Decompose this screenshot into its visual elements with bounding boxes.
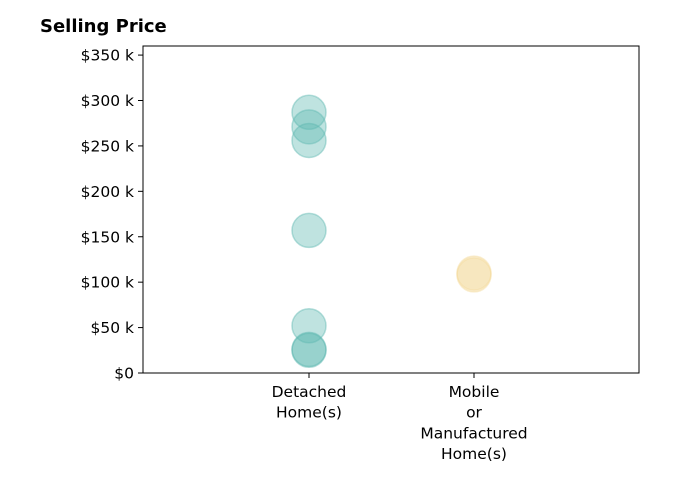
data-point	[291, 109, 327, 145]
x-tick-label: Home(s)	[276, 404, 342, 422]
y-tick-label: $50 k	[91, 319, 135, 337]
y-tick-label: $0	[114, 365, 134, 383]
x-tick-label: Home(s)	[441, 445, 507, 463]
data-points	[291, 94, 492, 369]
data-point	[456, 257, 492, 293]
y-tick-label: $100 k	[81, 274, 134, 292]
y-tick-label: $150 k	[81, 228, 134, 246]
y-tick-label: $250 k	[81, 137, 134, 155]
y-tick-label: $300 k	[81, 92, 134, 110]
x-axis: Detached Home(s) Mobile or Manufactured Home(…	[272, 373, 528, 463]
y-tick-label: $200 k	[81, 183, 134, 201]
data-point	[291, 331, 327, 368]
x-tick-label: Detached	[272, 383, 347, 401]
plot-frame	[142, 45, 640, 374]
data-point	[291, 122, 327, 159]
data-point	[291, 308, 327, 344]
data-point	[291, 94, 327, 131]
chart-title: Selling Price	[40, 16, 167, 37]
x-tick-label: Manufactured	[420, 424, 527, 442]
x-tick-label: Mobile	[449, 383, 500, 401]
data-point	[456, 255, 492, 291]
data-point	[291, 332, 327, 369]
y-axis: $0 $50 k $100 k $150 k $200 k $250 k $300 k $35…	[81, 47, 143, 383]
y-tick-label: $350 k	[81, 47, 134, 65]
x-tick-label: or	[466, 404, 482, 422]
data-point	[291, 212, 327, 249]
